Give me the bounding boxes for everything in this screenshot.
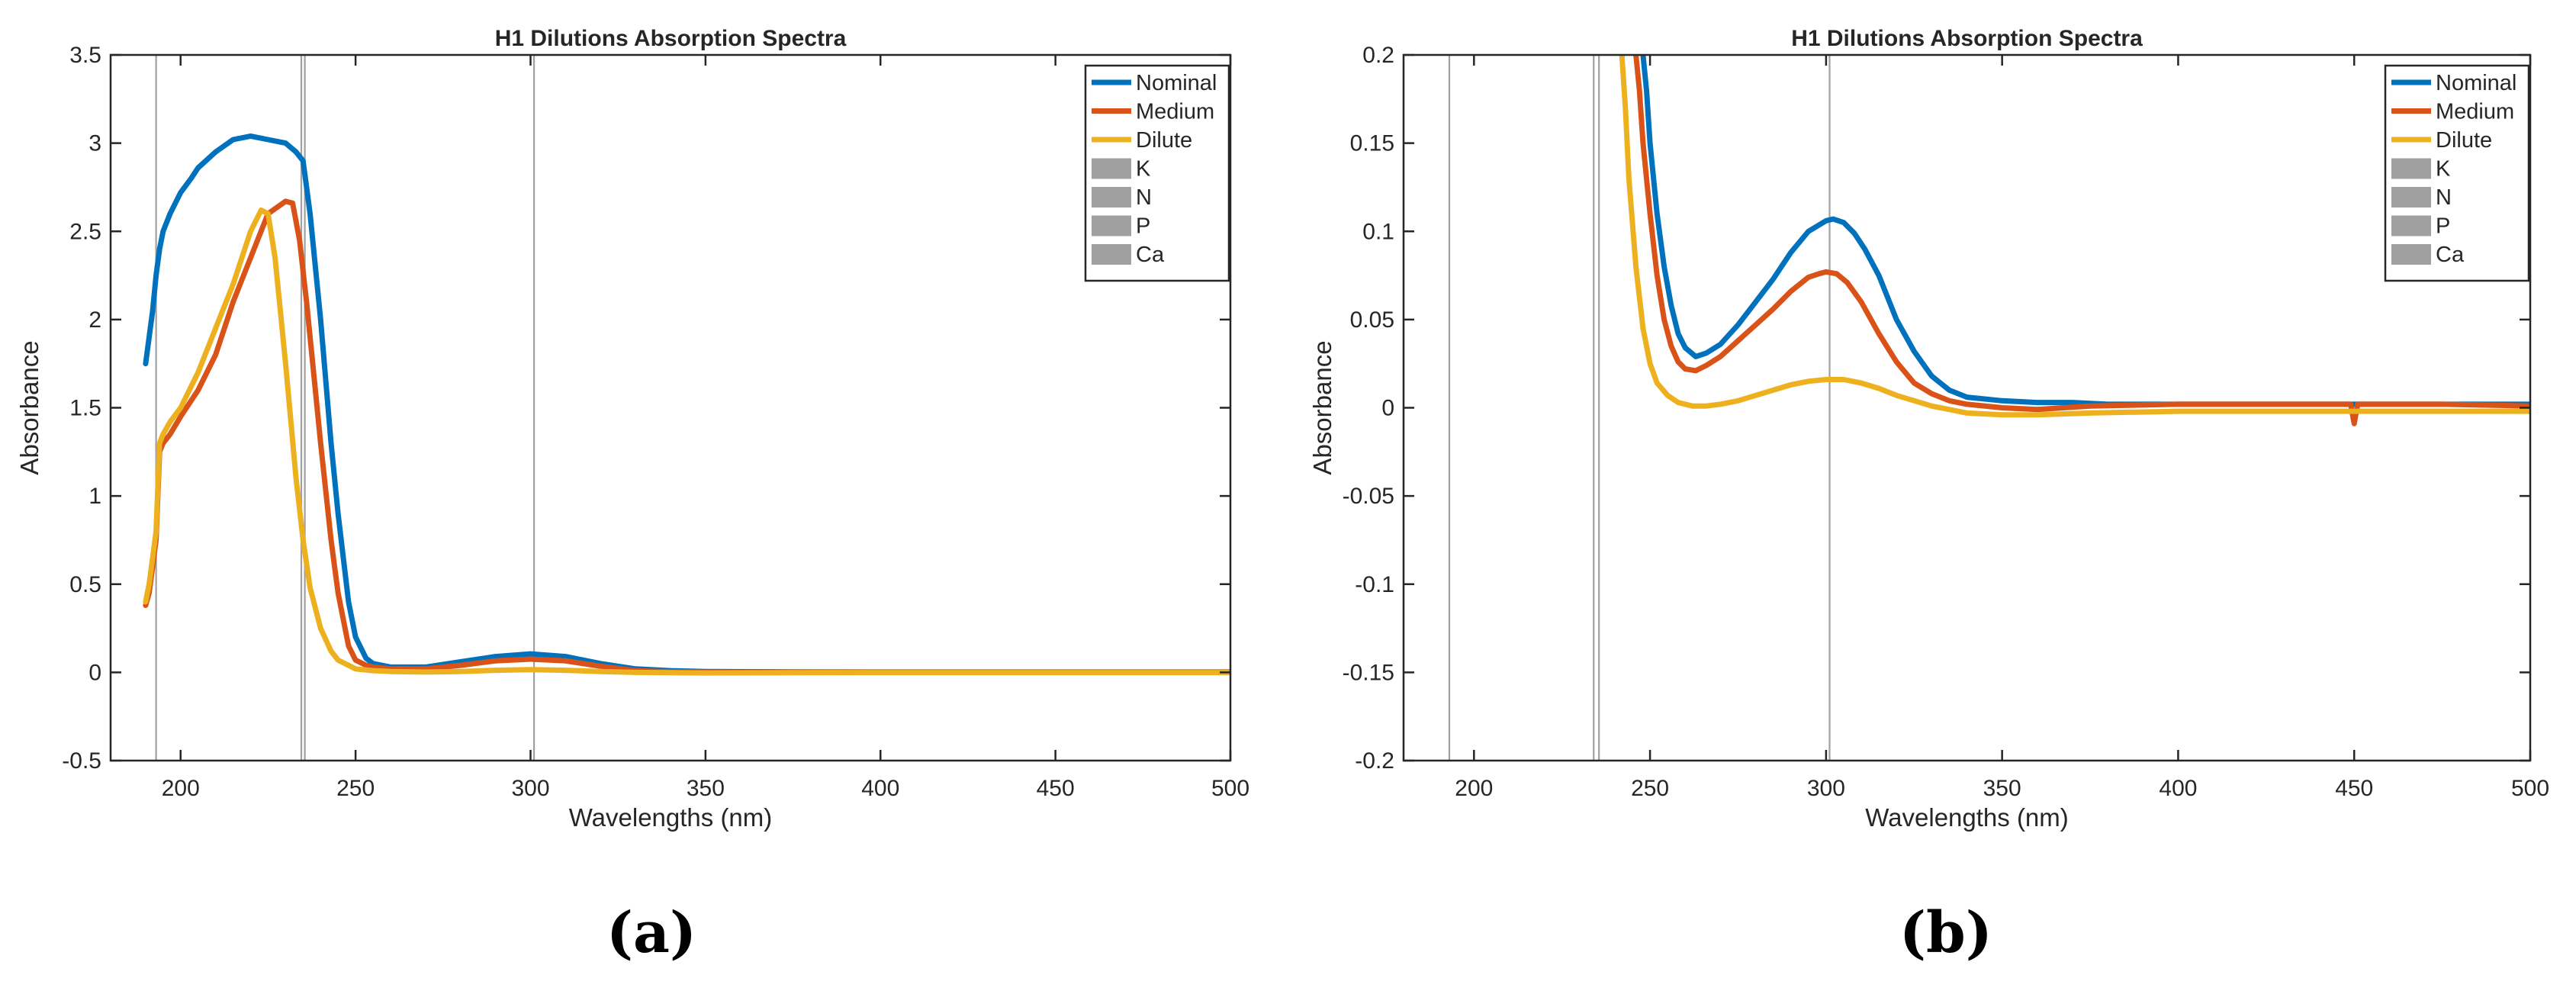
legend: Nominal Medium Dilute KNP Ca [2384,64,2530,282]
y-tick-label: 3.5 [69,43,101,68]
x-tick-label: 300 [1807,776,1845,801]
y-tick-label: -0.2 [1355,748,1394,774]
panel-label-b: (b) [1899,900,1992,966]
x-tick-label: 500 [2511,776,2549,801]
legend-swatch-ca [1092,244,1131,265]
y-tick-label: 0.1 [1362,219,1394,244]
legend-label-p: P [1136,214,1150,239]
y-axis-label: Absorbance [1308,340,1336,475]
panel-label-a: (a) [606,900,696,966]
y-tick-label: 3 [88,131,101,156]
series-line-dilute [143,208,1230,676]
legend-swatch-p [1092,215,1131,236]
chart-title: H1 Dilutions Absorption Spectra [495,26,847,51]
y-tick-label: 0 [88,660,101,685]
x-tick-label: 250 [1631,776,1669,801]
y-tick-label: -0.05 [1343,484,1394,509]
y-tick-label: 1.5 [69,396,101,421]
chart-title: H1 Dilutions Absorption Spectra [1791,26,2143,51]
x-tick-label: 350 [687,776,725,801]
y-tick-label: -0.1 [1355,572,1394,597]
x-tick-label: 250 [336,776,375,801]
y-tick-label: 2 [88,307,101,333]
legend-label-k: K [1136,157,1151,182]
series-line-nominal [1640,55,2530,407]
legend-swatch-k [1092,158,1131,179]
legend-label-ca: Ca [2436,243,2465,267]
legend-label-ca: Ca [1136,243,1165,267]
series-line-medium [1633,55,2530,426]
series-group [143,133,1230,676]
series-line-dilute [1619,55,2530,418]
legend-label-n: N [1136,185,1152,210]
legend-swatch-p [2391,215,2431,236]
chart-panel-b: 200 250 300 350 400 450 500 -0.2 -0.15 -0.1 -0.05 0… [1308,26,2549,832]
chart-panel-a: 200 250 300 350 400 450 500 -0.5 0 0.5 1 1.5 2 2.5 3 3.… [15,26,1249,832]
y-tick-label: -0.5 [62,748,101,774]
legend-swatch-k [2391,158,2431,179]
y-tick-label: 0.05 [1350,307,1394,333]
legend-label-dilute: Dilute [1136,128,1192,153]
legend-swatch-n [2391,187,2431,208]
x-tick-label: 200 [1455,776,1493,801]
x-axis-label: Wavelengths (nm) [569,803,773,832]
x-tick-label: 450 [2335,776,2373,801]
legend: Nominal Medium Dilute KNP Ca [1084,64,1230,282]
y-axis-label: Absorbance [15,340,43,475]
y-tick-label: -0.15 [1343,660,1394,685]
plot-area [111,55,1230,761]
y-tick-label: 0.15 [1350,131,1394,156]
legend-swatch-ca [2391,244,2431,265]
legend-label-dilute: Dilute [2436,128,2492,153]
series-line-medium [143,198,1230,675]
x-tick-label: 450 [1037,776,1075,801]
y-tick-label: 0.5 [69,572,101,597]
x-tick-label: 400 [861,776,899,801]
y-tick-label: 2.5 [69,219,101,244]
legend-label-p: P [2436,214,2450,239]
plot-area [1404,55,2530,761]
y-tick-label: 0 [1381,396,1394,421]
legend-label-nominal: Nominal [2436,71,2517,95]
legend-label-k: K [2436,157,2451,182]
x-tick-label: 200 [162,776,200,801]
legend-label-medium: Medium [1136,100,1214,124]
x-axis-label: Wavelengths (nm) [1865,803,2069,832]
y-tick-label: 0.2 [1362,43,1394,68]
legend-label-nominal: Nominal [1136,71,1217,95]
legend-label-n: N [2436,185,2452,210]
legend-swatch-n [1092,187,1131,208]
x-tick-label: 350 [1983,776,2021,801]
y-tick-label: 1 [88,484,101,509]
legend-label-medium: Medium [2436,100,2514,124]
x-tick-label: 500 [1211,776,1249,801]
x-tick-label: 400 [2159,776,2197,801]
x-tick-label: 300 [511,776,549,801]
series-group [1619,55,2530,426]
